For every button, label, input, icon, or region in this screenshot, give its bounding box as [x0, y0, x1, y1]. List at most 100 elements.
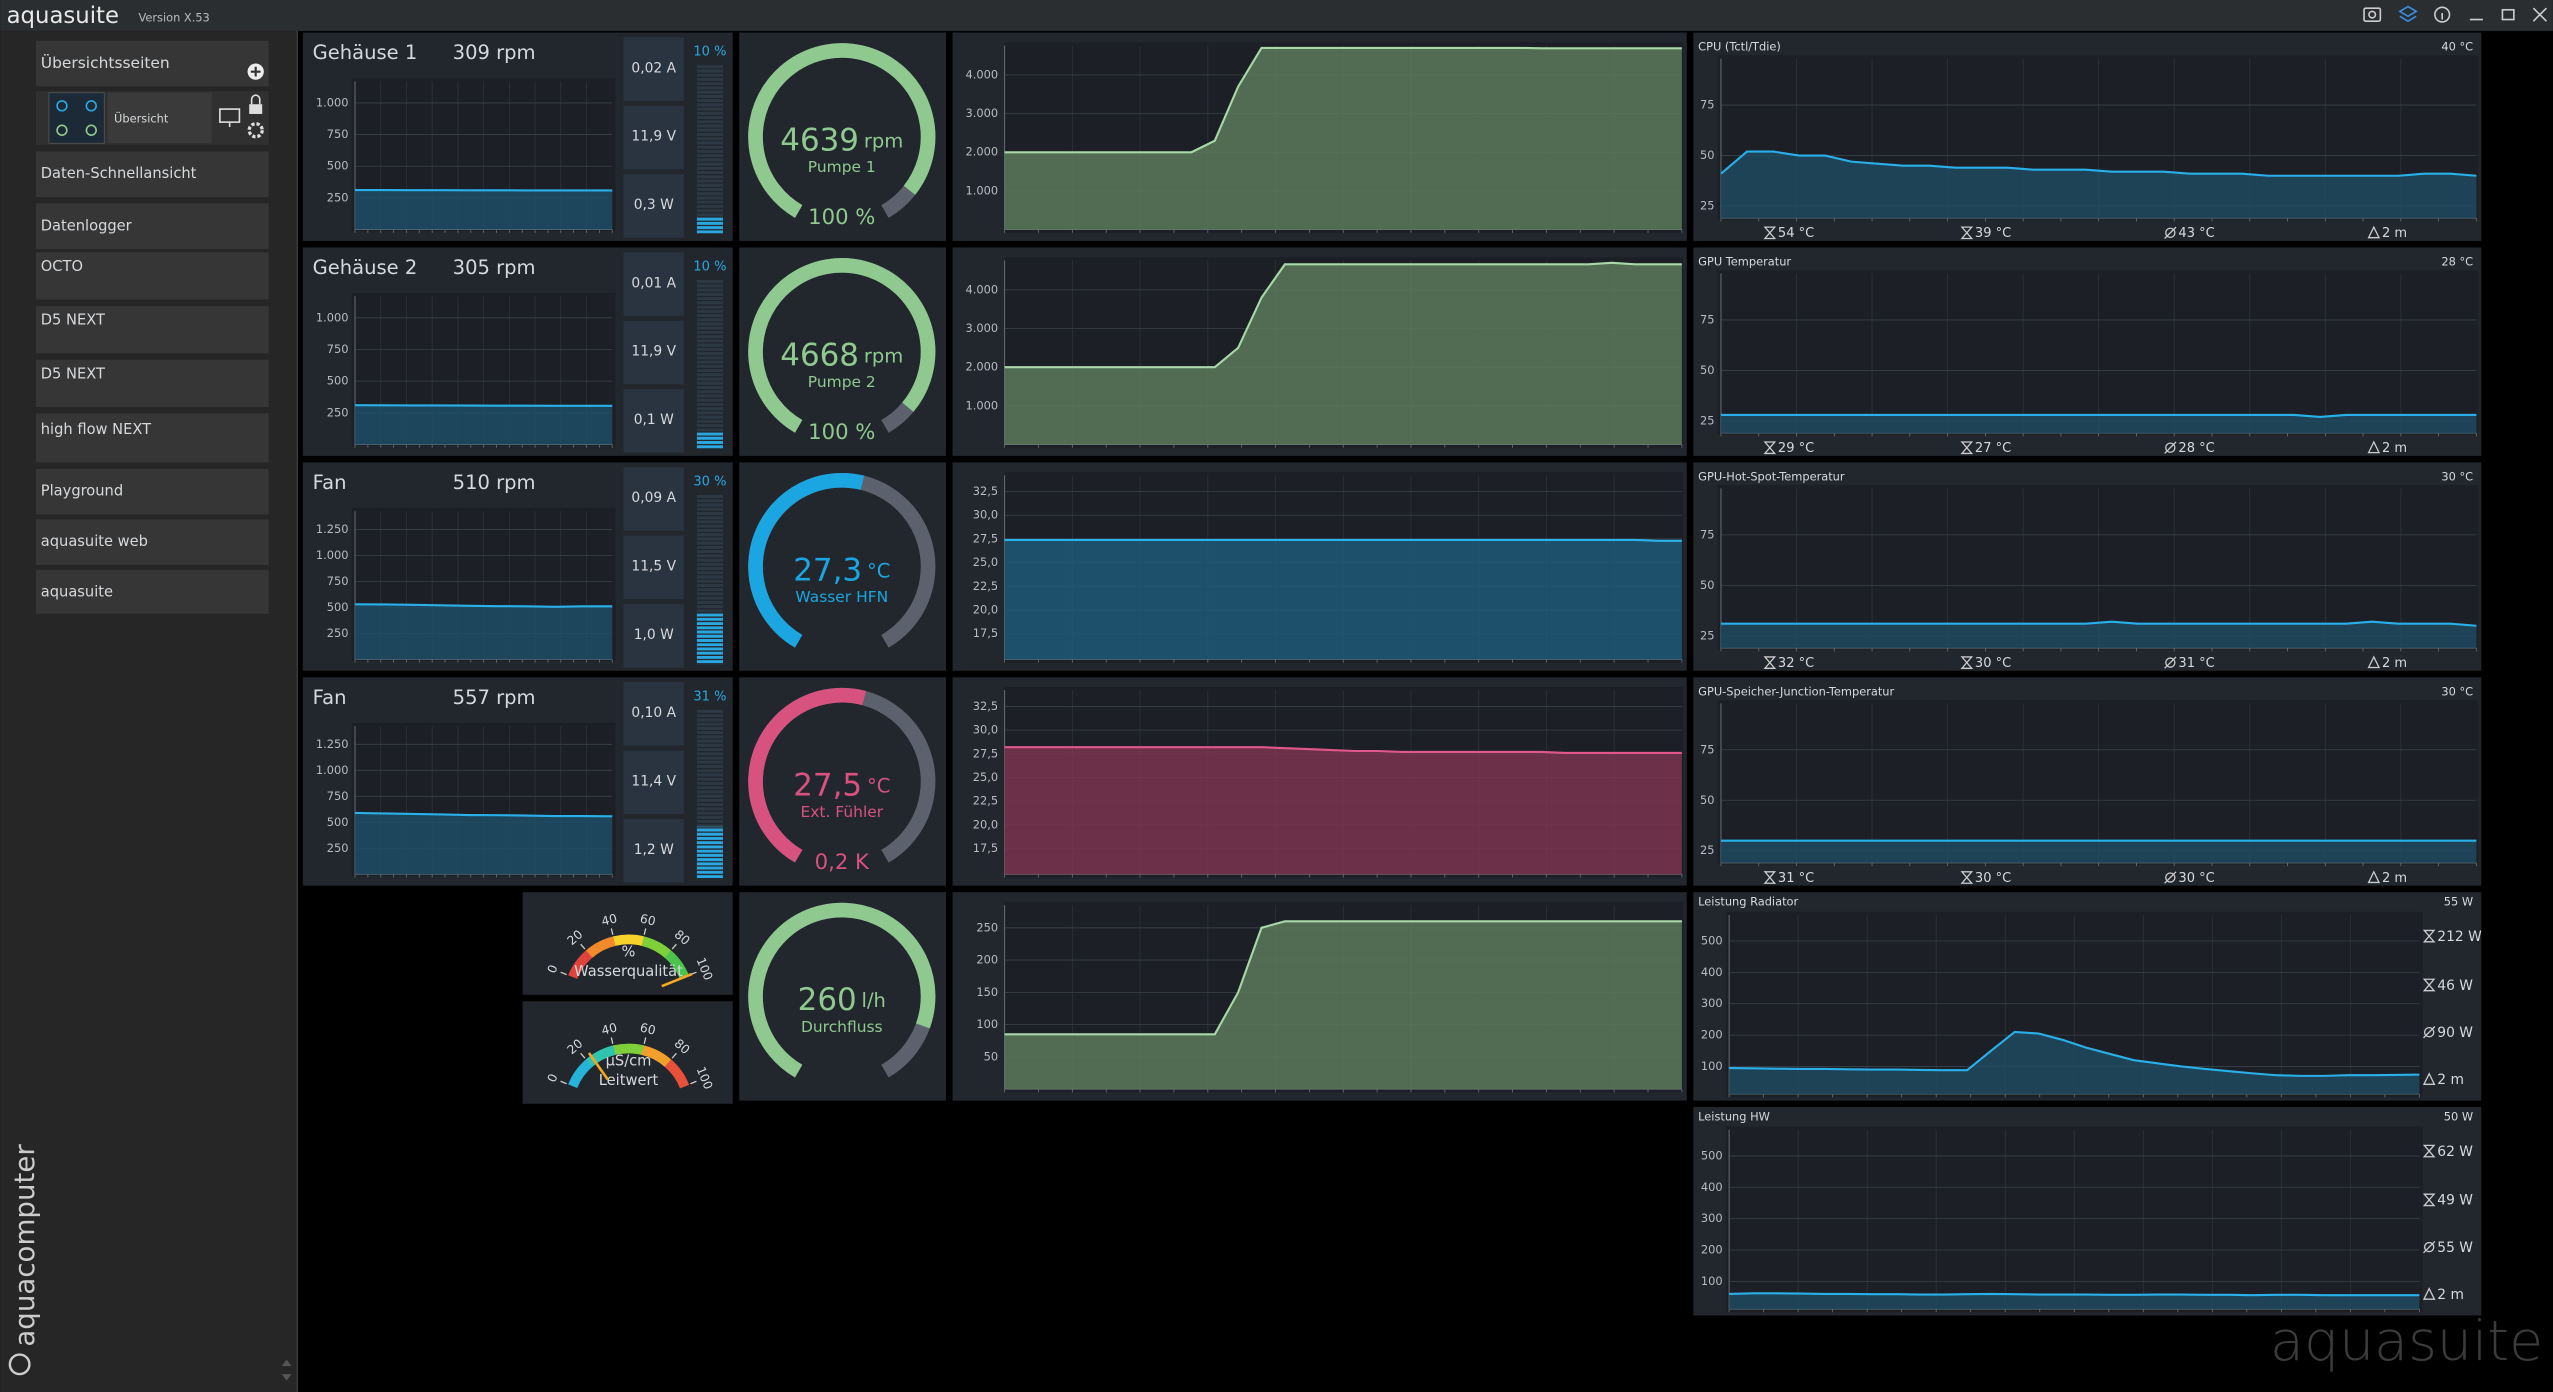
nav-item[interactable]	[35, 519, 269, 565]
settings-icon[interactable]	[247, 122, 264, 139]
chart-background	[1717, 700, 2479, 865]
y-tick-label: 750	[327, 789, 349, 803]
avg-icon-slash	[2423, 1240, 2436, 1254]
nav-section[interactable]	[35, 40, 269, 87]
y-tick-label: 300	[1701, 1211, 1723, 1225]
reading-value: 0,02 A	[631, 60, 676, 76]
sensor-title: Leistung Radiator	[1698, 894, 1798, 908]
y-tick-label: 1.000	[966, 183, 999, 197]
area	[355, 190, 613, 230]
area	[1720, 151, 2477, 219]
nav-item[interactable]	[35, 359, 269, 408]
nav-item[interactable]	[35, 252, 269, 300]
dial-band	[664, 1059, 690, 1089]
nav-item[interactable]	[35, 413, 269, 463]
close-button[interactable]	[2532, 7, 2547, 22]
gauge-label: Durchfluss	[801, 1018, 883, 1036]
sensor-stat: 43 °C	[2178, 226, 2214, 241]
line	[1729, 1030, 2420, 1077]
area	[1004, 47, 1682, 230]
sensor-stat: 2 m	[2437, 1287, 2464, 1303]
dial-needle	[587, 1052, 609, 1081]
thumbnail-detail	[56, 100, 68, 112]
screenshot-button[interactable]	[2363, 7, 2382, 22]
reading-box	[623, 467, 684, 531]
dial-needle	[661, 972, 693, 988]
y-tick-label: 500	[327, 600, 349, 614]
y-tick-label: 1.000	[316, 95, 349, 109]
thumbnail-detail	[85, 124, 97, 136]
app-name: aquasuite	[7, 3, 119, 29]
percent-label: 10 %	[693, 260, 726, 275]
nav-item[interactable]	[35, 151, 269, 197]
nav-section-label: Übersichtsseiten	[41, 53, 170, 72]
gauge-arc	[748, 472, 865, 648]
nav-item-label: D5 NEXT	[41, 312, 105, 329]
area	[1004, 539, 1682, 660]
nav-item[interactable]	[35, 203, 269, 250]
gauge-value: 4639	[780, 122, 859, 158]
dial-unit: µS/cm	[606, 1053, 652, 1070]
dial-tick-label: 60	[639, 911, 657, 928]
nav-item-label: Playground	[41, 483, 123, 500]
y-tick-label: 17,5	[973, 626, 998, 640]
reading-box	[623, 750, 684, 815]
dial-band	[613, 934, 645, 946]
lock-icon[interactable]	[249, 104, 263, 114]
window-controls[interactable]	[2363, 5, 2547, 23]
dial-tick	[560, 971, 567, 976]
gauge-panel	[739, 32, 947, 241]
layers-button[interactable]	[2398, 5, 2418, 23]
sensor-current: 28 °C	[2441, 255, 2473, 269]
line	[1720, 150, 2477, 177]
area	[1004, 262, 1682, 445]
fan-speed: 309 rpm	[453, 41, 536, 64]
y-tick-label: 30,0	[973, 723, 998, 737]
dial-tick	[580, 1052, 586, 1059]
sidebar-nav: Übersichtsseiten Übersicht Daten-Schnell…	[35, 40, 269, 614]
dial-tick	[560, 1080, 567, 1085]
avg-icon-slash	[2164, 226, 2177, 239]
y-tick-label: 750	[327, 574, 349, 588]
dial-tick-label: 40	[600, 1020, 618, 1037]
y-tick-label: 500	[327, 815, 349, 829]
sensor-stat: 62 W	[2437, 1144, 2473, 1160]
y-tick-label: 250	[327, 841, 349, 855]
nav-item[interactable]	[35, 306, 269, 354]
avg-icon	[2165, 227, 2176, 239]
max-icon	[2422, 929, 2436, 943]
reading-box	[623, 818, 684, 883]
reading-box	[623, 174, 684, 238]
line	[355, 404, 613, 407]
maximize-button[interactable]	[2501, 8, 2515, 21]
sensor-stat: 27 °C	[1975, 441, 2011, 456]
sensor-current: 55 W	[2444, 894, 2473, 908]
nav-item-label: OCTO	[41, 258, 83, 275]
range-icon	[2367, 870, 2381, 884]
thumbnail-detail	[56, 124, 68, 136]
gauge-footer: 0,2 K	[815, 849, 870, 874]
y-tick-label: 25,0	[973, 770, 998, 784]
y-tick-label: 1.000	[316, 310, 349, 324]
y-tick-label: 50	[1700, 578, 1714, 592]
page-label-box	[107, 92, 212, 144]
gauge-unit: rpm	[864, 344, 903, 367]
dial-unit: %	[622, 943, 636, 960]
y-tick-label: 22,5	[973, 794, 998, 808]
scroll-arrows[interactable]	[281, 1359, 292, 1381]
y-tick-label: 75	[1700, 312, 1714, 326]
area	[1720, 621, 2477, 648]
reading-value: 11,9 V	[631, 344, 676, 360]
info-button[interactable]	[2434, 6, 2451, 23]
gauge-label: Wasser HFN	[795, 588, 888, 606]
gauge-unit: °C	[867, 559, 890, 582]
dial-band	[585, 1045, 617, 1067]
nav-item-label: aquasuite web	[41, 533, 148, 550]
nav-item[interactable]	[35, 569, 269, 614]
sensor-title: GPU-Hot-Spot-Temperatur	[1698, 470, 1845, 484]
nav-item-label: Daten-Schnellansicht	[41, 165, 197, 182]
sensor-stat: 2 m	[2382, 226, 2407, 241]
nav-item[interactable]	[35, 468, 269, 515]
gauge-footer: 100 %	[808, 204, 875, 229]
